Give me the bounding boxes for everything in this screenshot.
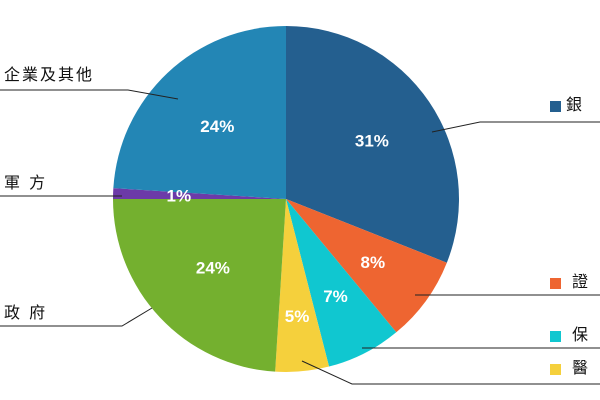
percent-label: 1% [167, 187, 192, 206]
legend-marker [550, 331, 561, 342]
category-label: 保 [572, 325, 590, 344]
pie-slice [286, 199, 447, 333]
category-label: 企業及其他 [4, 65, 94, 84]
pie-slice [275, 199, 330, 372]
percent-labels: 31% 8% 7% 5% 24% 1% 24% [167, 117, 389, 326]
percent-label: 5% [285, 307, 310, 326]
category-label: 證 [572, 272, 590, 291]
leader-line [0, 89, 179, 100]
percent-label: 7% [323, 287, 348, 306]
legend-marker [550, 101, 561, 112]
percent-label: 8% [361, 253, 386, 272]
category-label: 醫 [572, 358, 590, 377]
category-label: 政 府 [4, 303, 47, 322]
percent-label: 24% [196, 259, 230, 278]
pie-slice [113, 26, 286, 199]
pie-slices [113, 26, 460, 372]
category-label: 軍 方 [4, 173, 47, 192]
pie-slice [113, 199, 286, 372]
pie-slice [286, 199, 397, 367]
percent-label: 24% [200, 117, 234, 136]
pie-slice [286, 26, 460, 263]
leader-line [301, 360, 600, 385]
percent-label: 31% [355, 132, 389, 151]
category-label: 銀 [566, 95, 584, 114]
leader-line [431, 121, 600, 133]
legend-marker [550, 278, 561, 289]
leader-line [0, 307, 153, 327]
pie-slice [113, 188, 286, 199]
leader-lines [0, 89, 600, 385]
legend-marker [550, 364, 561, 375]
